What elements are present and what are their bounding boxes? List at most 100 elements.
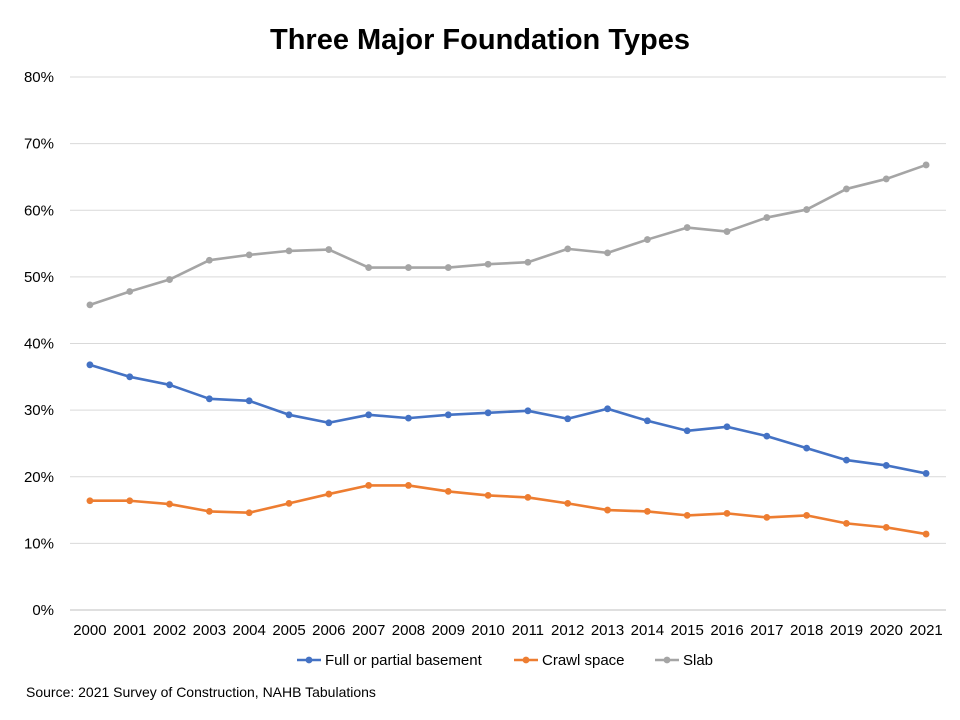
x-tick-label: 2017 <box>750 622 783 639</box>
legend-label: Slab <box>683 652 713 669</box>
y-tick-label: 20% <box>24 469 54 486</box>
y-tick-label: 10% <box>24 535 54 552</box>
legend-item: Slab <box>655 652 713 669</box>
series-line <box>89 363 927 475</box>
data-point <box>205 507 213 515</box>
x-tick-label: 2010 <box>471 622 504 639</box>
data-point <box>325 490 333 498</box>
gridlines <box>70 76 946 611</box>
data-point <box>285 247 293 255</box>
y-tick-label: 50% <box>24 269 54 286</box>
data-point <box>405 414 412 422</box>
x-tick-label: 2001 <box>113 622 146 639</box>
series-line <box>89 163 927 307</box>
data-point <box>564 415 572 423</box>
data-point <box>604 249 611 257</box>
x-tick-label: 2005 <box>272 622 305 639</box>
legend-swatch-marker <box>305 656 313 664</box>
data-point <box>245 251 253 259</box>
x-tick-label: 2006 <box>312 622 345 639</box>
x-tick-label: 2003 <box>193 622 226 639</box>
data-point <box>444 411 452 419</box>
data-point <box>843 456 850 464</box>
data-point <box>285 500 293 507</box>
x-tick-label: 2000 <box>73 622 106 639</box>
data-point <box>763 214 771 221</box>
y-tick-label: 40% <box>24 336 54 353</box>
x-tick-label: 2019 <box>830 622 863 639</box>
series-slab <box>86 161 930 309</box>
data-point <box>843 185 850 193</box>
x-tick-label: 2008 <box>392 622 425 639</box>
data-point <box>643 417 651 425</box>
data-point <box>564 245 572 253</box>
y-tick-label: 70% <box>24 136 54 153</box>
data-point <box>126 288 134 295</box>
data-point <box>484 492 492 499</box>
data-point <box>882 523 890 531</box>
data-point <box>524 407 532 415</box>
data-point <box>723 423 731 431</box>
data-point <box>285 411 293 419</box>
data-point <box>604 405 611 413</box>
x-tick-label: 2004 <box>232 622 265 639</box>
data-point <box>922 470 930 477</box>
data-point <box>405 264 412 271</box>
x-tick-label: 2009 <box>432 622 465 639</box>
x-tick-label: 2002 <box>153 622 186 639</box>
data-point <box>723 228 731 235</box>
data-point <box>166 276 173 283</box>
data-point <box>365 264 373 271</box>
x-tick-label: 2007 <box>352 622 385 639</box>
chart-title: Three Major Foundation Types <box>270 24 690 56</box>
data-point <box>484 409 492 417</box>
legend-swatch-marker <box>663 656 671 664</box>
data-point <box>763 432 771 440</box>
data-point <box>803 511 811 519</box>
legend-item: Full or partial basement <box>297 652 483 669</box>
legend-label: Crawl space <box>542 652 625 669</box>
x-tick-label: 2011 <box>512 622 544 639</box>
data-point <box>126 497 134 505</box>
series-lines <box>86 161 930 538</box>
data-point <box>444 488 452 495</box>
legend: Full or partial basement Crawl space Slab <box>297 652 713 669</box>
data-point <box>604 506 611 514</box>
x-tick-label: 2015 <box>670 622 703 639</box>
data-point <box>325 246 333 253</box>
x-axis-tick-labels: 2000 2001 2002 2003 2004 2005 2006 2007 2008 2009… <box>73 622 943 639</box>
series-crawl-space <box>86 482 930 538</box>
data-point <box>803 206 811 213</box>
data-point <box>245 509 253 517</box>
data-point <box>843 519 850 527</box>
data-point <box>882 462 890 469</box>
data-point <box>524 494 532 501</box>
x-tick-label: 2016 <box>710 622 743 639</box>
x-tick-label: 2021 <box>909 622 942 639</box>
data-point <box>405 482 412 489</box>
data-point <box>166 500 173 508</box>
data-point <box>365 482 373 489</box>
x-tick-label: 2018 <box>790 622 823 639</box>
data-point <box>643 507 651 515</box>
data-point <box>763 513 771 521</box>
y-axis-tick-labels: 0% 10% 20% 30% 40% 50% 60% 70% 80% <box>24 69 54 619</box>
data-point <box>643 236 651 243</box>
data-point <box>126 373 134 381</box>
data-point <box>86 361 94 369</box>
data-point <box>524 258 532 266</box>
y-tick-label: 60% <box>24 202 54 219</box>
y-tick-label: 30% <box>24 402 54 419</box>
data-point <box>365 411 373 419</box>
data-point <box>803 444 811 452</box>
data-point <box>922 530 930 538</box>
legend-item: Crawl space <box>514 652 625 669</box>
data-point <box>683 224 691 231</box>
series-full-or-partial-basement <box>86 361 930 477</box>
source-note: Source: 2021 Survey of Construction, NAH… <box>26 684 376 700</box>
series-line <box>89 484 927 536</box>
data-point <box>205 395 213 403</box>
data-point <box>245 397 253 405</box>
x-tick-label: 2014 <box>631 622 664 639</box>
